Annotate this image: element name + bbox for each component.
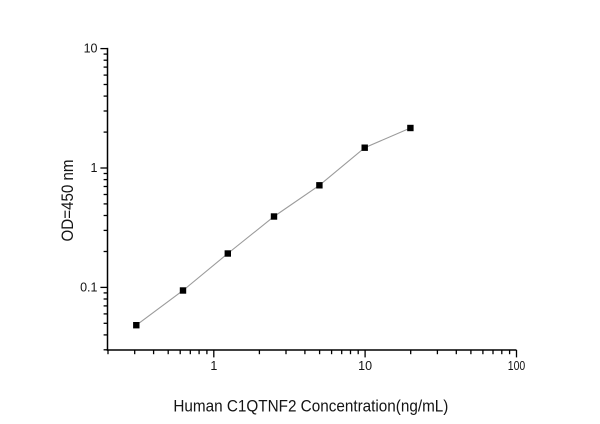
- svg-text:100: 100: [508, 359, 526, 373]
- svg-text:1: 1: [91, 161, 98, 175]
- svg-text:10: 10: [84, 41, 98, 55]
- svg-text:1: 1: [210, 359, 217, 373]
- svg-text:0.1: 0.1: [80, 281, 97, 295]
- svg-text:Human C1QTNF2 Concentration(ng: Human C1QTNF2 Concentration(ng/mL): [173, 396, 448, 415]
- svg-text:10: 10: [358, 359, 372, 373]
- svg-text:OD=450 nm: OD=450 nm: [59, 160, 77, 242]
